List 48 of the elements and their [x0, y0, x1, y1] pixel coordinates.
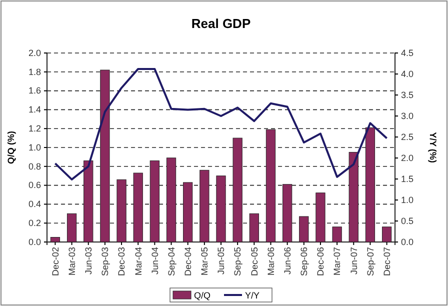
- legend-label: Y/Y: [245, 290, 260, 300]
- legend-label: Q/Q: [194, 290, 211, 300]
- y-tick-label: 0.8: [28, 161, 41, 172]
- y-tick-label: 1.2: [28, 123, 41, 134]
- x-tick-label: Dec-02: [50, 247, 60, 276]
- y-tick-label: 0.2: [28, 218, 41, 228]
- x-tick-label: Dec-07: [382, 247, 392, 276]
- y-tick-label: 1.0: [28, 142, 41, 152]
- x-tick-label: Jun-07: [348, 247, 359, 275]
- x-tick-label: Jun-06: [282, 247, 292, 275]
- x-tick-label: Jun-03: [84, 247, 94, 275]
- y2-tick-label: 3.0: [401, 110, 414, 121]
- chart-title: Real GDP: [191, 16, 251, 31]
- x-tick-label: Mar-07: [332, 247, 342, 276]
- x-tick-label: Dec-05: [249, 247, 260, 276]
- y-tick-label: 1.6: [28, 86, 41, 96]
- y-axis-title: Q/Q (%): [6, 131, 16, 164]
- y-tick-label: 0.6: [28, 180, 41, 190]
- y-tick-label: 0.4: [28, 199, 41, 210]
- x-tick-label: Dec-04: [182, 247, 193, 276]
- x-tick-label: Mar-03: [66, 247, 77, 276]
- y2-tick-label: 1.0: [401, 194, 414, 205]
- x-tick-label: Dec-03: [116, 247, 127, 276]
- x-tick-label: Dec-06: [316, 247, 326, 276]
- line-series: [54, 68, 388, 180]
- x-tick-label: Sep-07: [365, 247, 376, 276]
- y2-tick-label: 0.0: [401, 236, 414, 247]
- y-tick-label: 1.8: [28, 66, 41, 77]
- y-tick-label: 0.0: [28, 236, 41, 247]
- y-tick-label: 1.4: [28, 104, 41, 115]
- y2-tick-label: 0.5: [401, 216, 414, 226]
- y2-tick-label: 1.5: [401, 174, 414, 184]
- x-tick-label: Jun-04: [150, 247, 160, 275]
- x-tick-label: Mar-06: [266, 247, 276, 276]
- y2-tick-label: 4.5: [401, 48, 414, 58]
- y2-axis-title: Y/Y (%): [428, 132, 438, 163]
- y2-tick-label: 2.5: [401, 132, 414, 142]
- x-tick-label: Sep-06: [299, 247, 310, 276]
- x-tick-label: Sep-04: [166, 247, 176, 276]
- x-tick-label: Sep-05: [232, 247, 243, 276]
- x-tick-label: Sep-03: [100, 247, 110, 276]
- y-tick-label: 2.0: [28, 48, 41, 58]
- x-tick-label: Mar-05: [200, 247, 210, 276]
- y2-tick-label: 3.5: [401, 90, 414, 100]
- x-tick-label: Jun-05: [216, 247, 226, 275]
- y2-tick-label: 2.0: [401, 152, 414, 163]
- x-tick-label: Mar-04: [133, 247, 144, 276]
- y2-tick-label: 4.0: [401, 68, 414, 79]
